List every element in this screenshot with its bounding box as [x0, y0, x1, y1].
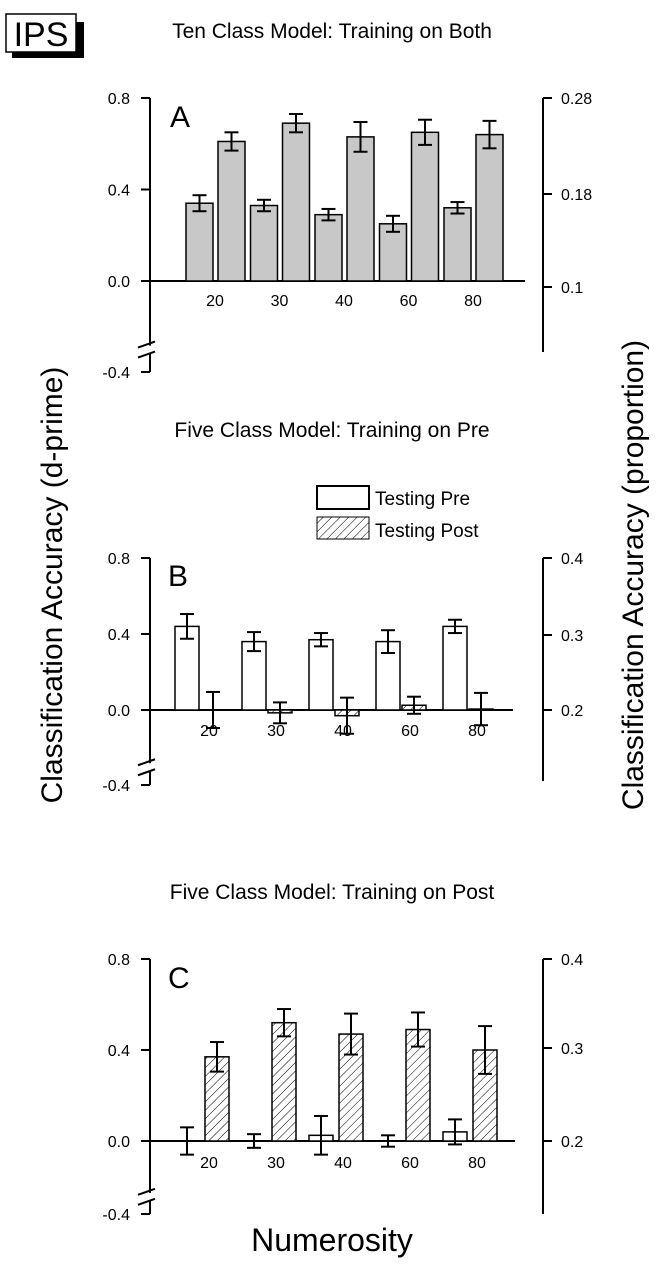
badge-text: IPS — [14, 16, 69, 54]
axis-break-mark — [137, 758, 156, 767]
x-tick-label: 30 — [267, 1155, 285, 1172]
left-y-tick-label: 0.4 — [108, 1043, 130, 1060]
x-tick-label: 30 — [267, 723, 285, 740]
right-y-tick-label: 0.4 — [561, 551, 583, 568]
legend-label-testing-post: Testing Post — [375, 521, 479, 542]
left-y-tick-label: 0.4 — [108, 627, 130, 644]
panels: Ten Class Model: Training on Both A -0.4 0.… — [102, 20, 592, 1224]
bar — [241, 640, 267, 711]
panel-c: Five Class Model: Training on Post C -0.4 0… — [102, 881, 583, 1224]
panel-b: Five Class Model: Training on Pre B -0.4 0.… — [102, 419, 583, 795]
panel-a: Ten Class Model: Training on Both A -0.4 0.… — [102, 20, 592, 382]
bar — [308, 638, 334, 711]
bar — [475, 133, 504, 282]
panel-letter: C — [168, 962, 190, 995]
ips-badge: IPS — [5, 13, 84, 58]
bar — [443, 207, 472, 282]
legend-label-testing-pre: Testing Pre — [375, 489, 470, 510]
right-y-tick-label: 0.3 — [561, 1041, 583, 1058]
bar — [346, 136, 375, 282]
x-tick-label: 80 — [468, 723, 486, 740]
panel-letter: B — [168, 560, 188, 593]
legend-swatch-hatched — [316, 516, 370, 540]
left-y-axis-label: Classification Accuracy (d-prime) — [36, 367, 69, 804]
left-y-tick-label: -0.4 — [102, 778, 130, 795]
bar — [314, 213, 343, 282]
x-tick-label: 60 — [400, 293, 418, 310]
bar — [249, 204, 279, 282]
bar — [405, 1028, 431, 1142]
legend: Testing Pre Testing Post — [316, 485, 479, 542]
x-tick-label: 80 — [468, 1155, 486, 1172]
bar — [217, 140, 246, 282]
right-y-tick-label: 0.18 — [561, 187, 592, 204]
left-y-tick-label: 0.0 — [108, 274, 130, 291]
x-tick-label: 80 — [464, 293, 482, 310]
x-tick-label: 60 — [401, 723, 419, 740]
bar — [281, 122, 311, 282]
left-y-tick-label: 0.8 — [108, 551, 130, 568]
bar — [174, 625, 200, 711]
x-tick-label: 20 — [200, 1155, 218, 1172]
left-y-tick-label: 0.4 — [108, 183, 130, 200]
axis-break-mark — [137, 1187, 156, 1196]
panel-a-title: Ten Class Model: Training on Both — [172, 20, 492, 43]
axis-break-mark — [137, 340, 156, 349]
axis-break-mark — [137, 1197, 156, 1206]
x-tick-label: 20 — [200, 723, 218, 740]
bar — [185, 202, 214, 282]
x-tick-label: 60 — [401, 1155, 419, 1172]
left-y-tick-label: 0.8 — [108, 91, 130, 108]
x-tick-label: 20 — [206, 293, 224, 310]
bar — [442, 625, 468, 711]
left-y-tick-label: 0.0 — [108, 1134, 130, 1151]
left-y-tick-label: -0.4 — [102, 1207, 130, 1224]
x-tick-label: 30 — [271, 293, 289, 310]
legend-swatch-open — [316, 485, 370, 510]
panel-b-title: Five Class Model: Training on Pre — [174, 419, 489, 442]
legend-item-testing-post: Testing Post — [316, 516, 479, 542]
left-y-tick-label: 0.8 — [108, 952, 130, 969]
right-y-tick-label: 0.2 — [561, 703, 583, 720]
axis-break-mark — [137, 350, 156, 359]
right-y-tick-label: 0.28 — [561, 91, 592, 108]
left-y-tick-label: 0.0 — [108, 703, 130, 720]
left-y-tick-label: -0.4 — [102, 365, 130, 382]
right-y-tick-label: 0.3 — [561, 628, 583, 645]
x-tick-label: 40 — [335, 293, 353, 310]
bar — [378, 223, 408, 282]
right-y-axis-label: Classification Accuracy (proportion) — [617, 340, 650, 810]
right-y-tick-label: 0.2 — [561, 1134, 583, 1151]
bar — [410, 131, 440, 282]
x-tick-label: 40 — [334, 723, 352, 740]
x-tick-label: 40 — [334, 1155, 352, 1172]
axis-break-mark — [137, 768, 156, 777]
bar — [271, 1021, 297, 1142]
panel-c-title: Five Class Model: Training on Post — [170, 881, 495, 904]
x-axis-label: Numerosity — [251, 1222, 413, 1258]
right-y-tick-label: 0.4 — [561, 952, 583, 969]
legend-item-testing-pre: Testing Pre — [316, 485, 470, 510]
right-y-tick-label: 0.1 — [561, 280, 583, 297]
panel-letter: A — [170, 101, 190, 134]
